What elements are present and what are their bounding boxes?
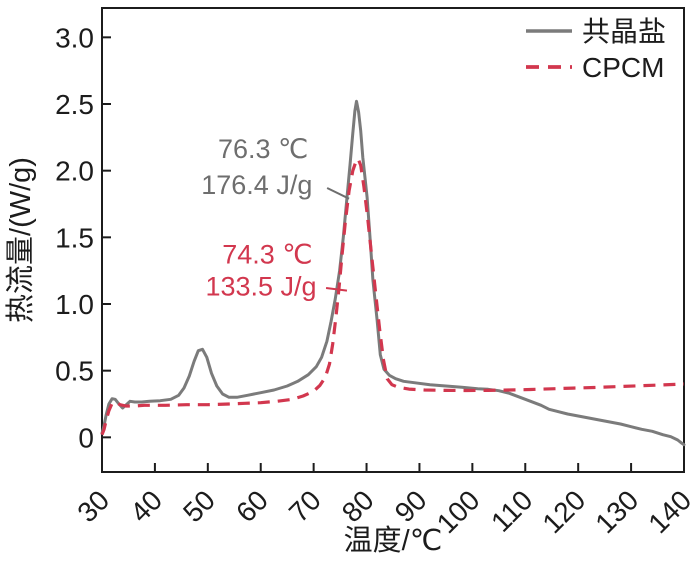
legend-label-eutectic-salt: 共晶盐 (582, 16, 666, 47)
x-tick-label: 130 (589, 484, 644, 539)
x-tick-label: 140 (642, 484, 697, 539)
x-tick-label: 50 (177, 484, 221, 528)
x-tick-label: 80 (336, 484, 380, 528)
x-axis-title: 温度/℃ (344, 524, 443, 557)
eutectic-salt-curve (100, 99, 686, 447)
annotation-cpcm-peak-leader-line (325, 287, 348, 292)
y-tick-label: 0.5 (55, 356, 94, 387)
x-tick-label: 40 (124, 484, 168, 528)
x-tick-label: 30 (71, 484, 115, 528)
x-tick-label: 60 (230, 484, 274, 528)
y-tick-label: 1.0 (55, 289, 94, 320)
y-axis-title: 热流量/(W/g) (4, 157, 37, 323)
annotation-cpcm-peak-line1: 74.3 ℃ (222, 239, 312, 269)
x-tick-label: 70 (283, 484, 327, 528)
y-tick-label: 2.0 (55, 156, 94, 187)
y-tick-label: 3.0 (55, 22, 94, 53)
annotation-eutectic-salt-peak-leader-line (326, 187, 350, 200)
annotation-eutectic-salt-peak-line1: 76.3 ℃ (218, 134, 308, 164)
legend-label-cpcm: CPCM (582, 52, 664, 83)
x-tick-label: 110 (485, 484, 538, 537)
annotation-eutectic-salt-peak-line2: 176.4 J/g (201, 170, 312, 200)
y-tick-label: 2.5 (55, 89, 94, 120)
x-tick-label: 120 (536, 484, 591, 539)
cpcm-curve (100, 157, 685, 436)
plot-border (101, 7, 685, 473)
y-tick-label: 1.5 (55, 222, 94, 253)
annotation-cpcm-peak-line2: 133.5 J/g (205, 271, 316, 301)
x-tick-label: 90 (389, 484, 433, 528)
y-tick-label: 0 (78, 422, 94, 453)
